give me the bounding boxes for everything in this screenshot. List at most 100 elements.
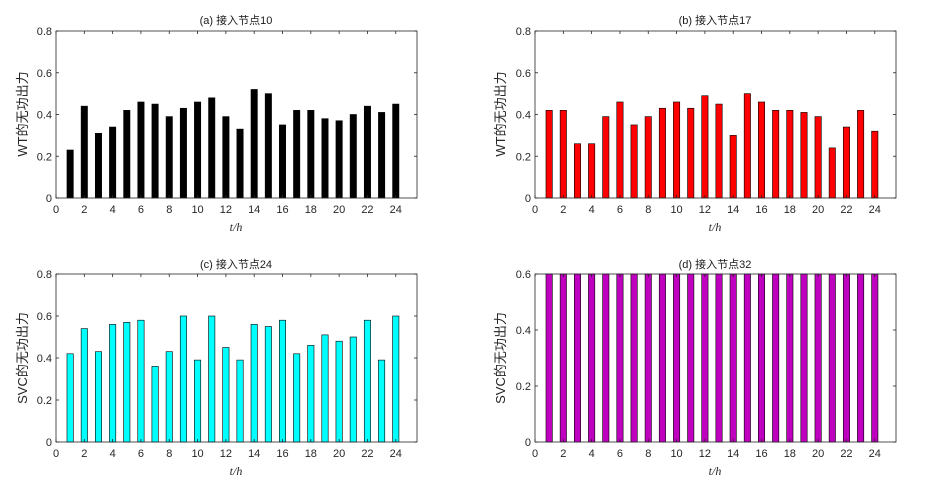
x-tick-label: 2 xyxy=(560,204,566,216)
bar xyxy=(165,116,173,199)
bar xyxy=(222,347,230,443)
panel-title: (a) 接入节点10 xyxy=(200,14,273,27)
bar xyxy=(66,353,74,443)
x-tick-label: 6 xyxy=(617,204,623,216)
bar xyxy=(363,319,371,443)
x-tick-label: 2 xyxy=(81,448,87,460)
x-tick-label: 18 xyxy=(305,448,317,460)
bar xyxy=(165,351,173,443)
x-tick-label: 12 xyxy=(699,204,711,216)
bar xyxy=(673,101,681,199)
x-tick-label: 10 xyxy=(670,448,682,460)
bar xyxy=(857,110,865,199)
bar xyxy=(123,321,131,443)
bar xyxy=(715,273,723,443)
bar xyxy=(743,273,751,443)
x-tick-label: 14 xyxy=(727,448,739,460)
bar xyxy=(80,105,88,199)
axes-box xyxy=(534,30,897,199)
x-tick-label: 14 xyxy=(248,448,260,460)
x-tick-label: 16 xyxy=(755,448,767,460)
bar xyxy=(66,149,74,199)
bar xyxy=(194,359,202,443)
bar xyxy=(321,334,329,443)
x-tick-label: 20 xyxy=(333,204,345,216)
bar xyxy=(179,107,187,199)
bar xyxy=(264,93,272,199)
panel-a: (a) 接入节点10 WT的无功出力 t/h 0 2 4 6 8 10 12 14 16 18 20… xyxy=(15,14,418,234)
x-tick-label: 18 xyxy=(784,448,796,460)
y-tick-label: 0.4 xyxy=(37,353,52,365)
x-tick-label: 22 xyxy=(840,204,852,216)
bar xyxy=(279,319,286,443)
bar xyxy=(123,110,131,199)
panel-title: (b) 接入节点17 xyxy=(679,14,752,27)
x-tick-label: 20 xyxy=(333,448,345,460)
x-tick-label: 8 xyxy=(645,448,651,460)
x-tick-label: 10 xyxy=(670,204,682,216)
y-axis-label: WT的无功出力 xyxy=(15,71,30,156)
bar xyxy=(349,336,357,443)
x-tick-label: 12 xyxy=(699,448,711,460)
y-tick-label: 0.2 xyxy=(37,395,52,407)
bar xyxy=(335,120,343,199)
bar xyxy=(236,128,244,199)
x-tick-label: 10 xyxy=(191,448,203,460)
bar xyxy=(307,110,315,199)
bar xyxy=(828,147,836,199)
bar xyxy=(222,116,230,199)
y-tick-label: 0.8 xyxy=(37,26,52,38)
x-tick-label: 24 xyxy=(390,204,402,216)
bar xyxy=(208,97,216,199)
bar xyxy=(602,116,610,199)
y-axis-label: SVC的无功出力 xyxy=(493,312,508,404)
bar xyxy=(687,107,695,199)
panel-c: (c) 接入节点24 SVC的无功出力 t/h 0 2 4 6 8 10 12 14 16 18 2… xyxy=(15,258,418,478)
bar xyxy=(378,112,386,199)
bar xyxy=(871,273,879,443)
x-tick-label: 14 xyxy=(248,204,260,216)
bar xyxy=(559,110,567,199)
x-tick-label: 8 xyxy=(166,448,172,460)
bar xyxy=(80,328,88,443)
x-tick-label: 0 xyxy=(53,448,59,460)
bar xyxy=(842,273,850,443)
x-axis-label: t/h xyxy=(230,220,243,234)
x-tick-label: 0 xyxy=(53,204,59,216)
x-tick-label: 4 xyxy=(110,448,116,460)
y-axis-label: WT的无功出力 xyxy=(493,71,508,156)
y-tick-label: 0.6 xyxy=(37,68,52,80)
bar xyxy=(151,366,159,443)
bar xyxy=(772,110,780,199)
x-tick-label: 24 xyxy=(390,448,402,460)
y-tick-label: 0.6 xyxy=(516,269,531,281)
y-tick-label: 0.6 xyxy=(516,68,531,80)
bar xyxy=(630,124,638,199)
x-tick-label: 24 xyxy=(869,448,881,460)
bar xyxy=(545,273,553,443)
bar xyxy=(857,273,865,443)
bar xyxy=(758,101,765,199)
bar xyxy=(392,103,400,199)
bar xyxy=(321,118,329,199)
bar xyxy=(137,101,145,199)
bar xyxy=(94,132,102,199)
bar xyxy=(573,273,581,443)
bar xyxy=(644,116,652,199)
bar xyxy=(800,112,808,199)
bar xyxy=(279,124,286,199)
bar xyxy=(786,110,794,199)
bar xyxy=(307,345,315,443)
x-axis-label: t/h xyxy=(709,220,722,234)
bar xyxy=(673,273,681,443)
bar xyxy=(250,324,258,443)
x-tick-label: 2 xyxy=(560,448,566,460)
y-tick-label: 0.8 xyxy=(37,269,52,281)
bar xyxy=(109,126,117,199)
panel-d: (d) 接入节点32 SVC的无功出力 t/h 0 2 4 6 8 10 12 14 16 18 2… xyxy=(493,258,897,478)
bar xyxy=(758,273,765,443)
